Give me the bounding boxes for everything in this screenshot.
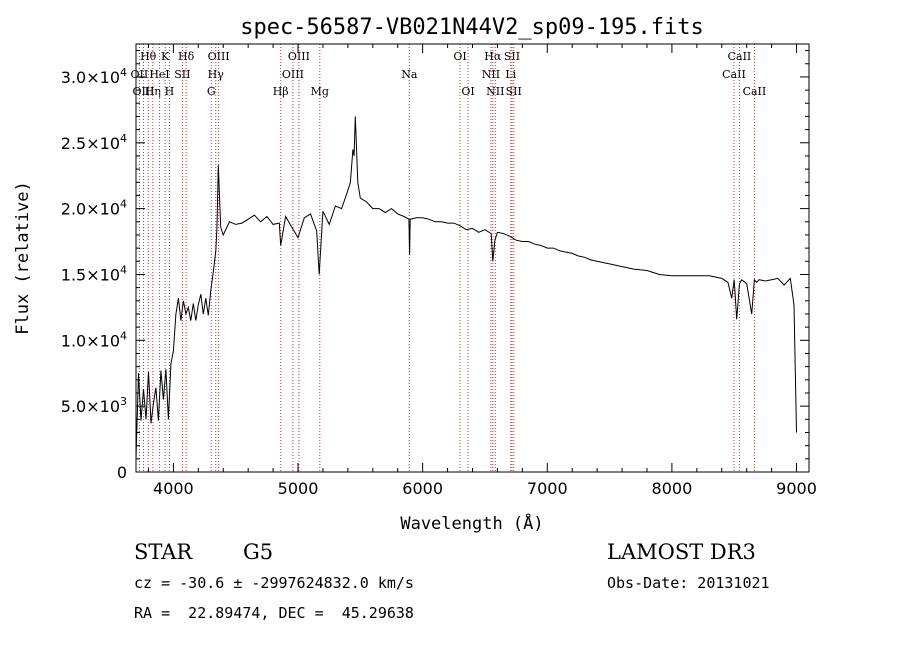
spectral-line-label: OI [453, 50, 466, 63]
x-tick-label: 8000 [652, 479, 693, 498]
y-tick-mantissa: 0 [117, 463, 127, 482]
y-tick-mantissa: 3.0×10 [61, 68, 120, 87]
spectral-line-label: SII [174, 68, 190, 81]
y-axis-label: Flux (relative) [13, 181, 33, 335]
spectral-line-label: OIII [288, 50, 310, 63]
spectral-line-label: OII [131, 68, 149, 81]
spectrum-series [135, 116, 797, 459]
y-tick-exponent: 4 [120, 132, 127, 145]
x-tick-label: 5000 [278, 479, 319, 498]
spectral-line-label: Li [505, 68, 516, 81]
x-tick-label: 6000 [402, 479, 443, 498]
spectral-line-label: CaII [728, 50, 752, 63]
spectral-line-label: OI [461, 85, 474, 98]
plot-frame [135, 43, 810, 473]
spectral-line-label: Hθ [140, 50, 157, 63]
spectral-line-label: Hδ [178, 50, 195, 63]
spectral-line-label: Hα [484, 50, 502, 63]
x-tick-label: 9000 [776, 479, 817, 498]
y-tick-exponent: 3 [120, 395, 127, 408]
spectral-line-label: H [165, 85, 175, 98]
spectral-line-label: NII [482, 68, 500, 81]
y-tick-label: 2.0×104 [61, 198, 127, 219]
x-axis-label: Wavelength (Å) [400, 512, 543, 534]
spectral-line-label: CaII [743, 85, 767, 98]
y-tick-label: 3.0×104 [61, 66, 127, 87]
spectral-line-label: Na [401, 68, 418, 81]
spectral-line-label: Mg [311, 85, 329, 98]
y-tick-exponent: 4 [120, 198, 127, 211]
y-tick-mantissa: 5.0×10 [61, 397, 120, 416]
y-tick-exponent: 4 [120, 66, 127, 79]
spectral-line-label: SII [506, 85, 522, 98]
ra-dec-coordinates: RA = 22.89474, DEC = 45.29638 [134, 604, 414, 622]
y-tick-mantissa: 2.0×10 [61, 200, 120, 219]
y-tick-label: 5.0×103 [61, 395, 127, 416]
y-tick-label: 1.5×104 [61, 263, 127, 284]
y-tick-label: 2.5×104 [61, 132, 127, 153]
y-tick-mantissa: 1.0×10 [61, 331, 120, 350]
x-tick-label: 7000 [527, 479, 568, 498]
y-tick-label: 0 [117, 463, 127, 482]
y-tick-exponent: 4 [120, 329, 127, 342]
spectral-line-label: OIII [132, 85, 154, 98]
spectral-line-label: SII [504, 50, 520, 63]
x-tick-label: 4000 [153, 479, 194, 498]
spectral-line-label: Hη [145, 85, 161, 98]
object-class: STAR [134, 540, 193, 564]
spectral-line-label: G [207, 85, 216, 98]
y-axis-ticks: 05.0×1031.0×1041.5×1042.0×1042.5×1043.0×… [61, 50, 809, 482]
spectral-line-label: NII [486, 85, 504, 98]
object-subclass: G5 [243, 540, 274, 564]
y-tick-mantissa: 2.5×10 [61, 134, 120, 153]
observation-date: Obs-Date: 20131021 [607, 574, 770, 592]
y-tick-label: 1.0×104 [61, 329, 127, 350]
spectrum-line-0 [135, 116, 797, 459]
y-tick-mantissa: 1.5×10 [61, 265, 120, 284]
spectral-line-label: OIII [208, 50, 230, 63]
spectral-line-label: Hγ [208, 68, 225, 81]
spectral-line-markers: OII OIII Hθ Hη HeI K H SII Hδ G Hγ OIII Hβ OIII OIII Mg… [131, 44, 767, 472]
survey-name: LAMOST DR3 [607, 540, 756, 564]
redshift-velocity: cz = -30.6 ± -2997624832.0 km/s [134, 574, 414, 592]
chart-title: spec-56587-VB021N44V2_sp09-195.fits [240, 15, 704, 40]
y-tick-exponent: 4 [120, 263, 127, 276]
spectral-line-label: K [161, 50, 170, 63]
spectral-line-label: CaII [722, 68, 746, 81]
spectral-line-label: OIII [282, 68, 304, 81]
spectral-line-label: Hβ [273, 85, 289, 98]
x-axis-ticks: 4000 5000 6000 7000 8000 9000 [147, 44, 817, 498]
spectral-line-label: HeI [149, 68, 169, 81]
